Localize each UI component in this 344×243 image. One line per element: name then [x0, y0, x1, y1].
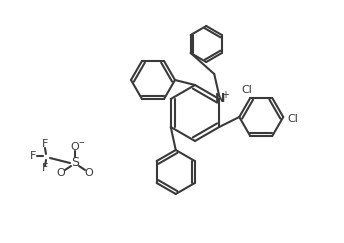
Text: S: S — [71, 156, 79, 170]
Text: O: O — [85, 168, 93, 178]
Text: F: F — [30, 151, 36, 161]
Text: O: O — [57, 168, 65, 178]
Text: O: O — [71, 142, 79, 152]
Text: +: + — [221, 90, 229, 100]
Text: Cl: Cl — [242, 85, 253, 95]
Text: –: – — [78, 137, 84, 147]
Text: F: F — [42, 139, 48, 149]
Text: N: N — [215, 92, 225, 104]
Text: Cl: Cl — [288, 114, 299, 124]
Text: F: F — [42, 163, 48, 173]
